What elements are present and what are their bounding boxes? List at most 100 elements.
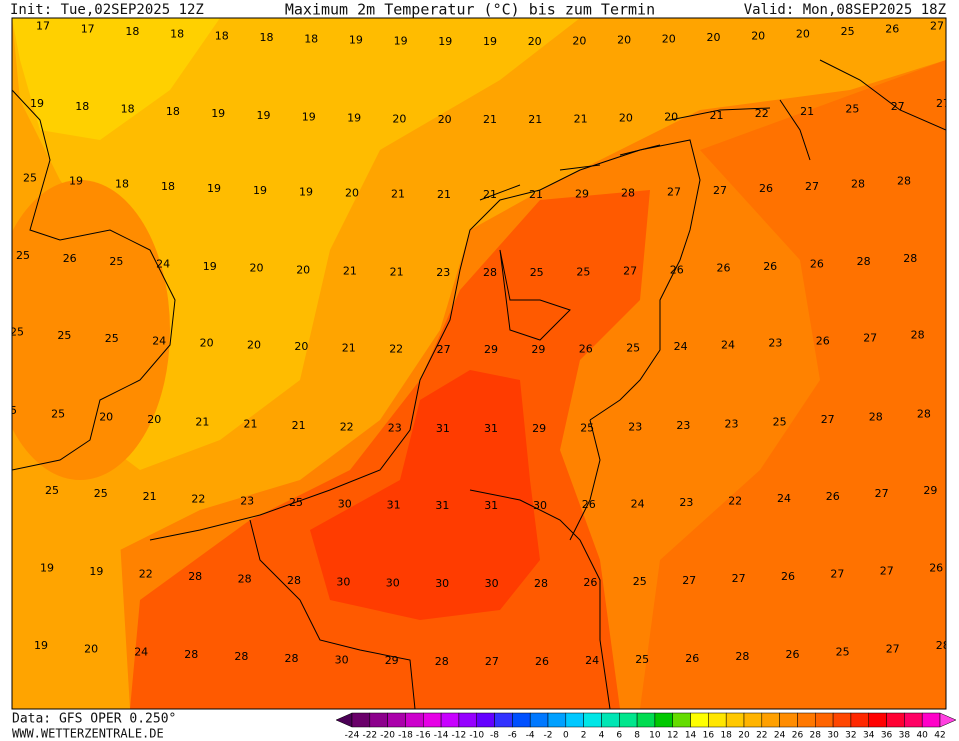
temperature-label: 28 <box>287 574 301 587</box>
temperature-label: 20 <box>796 27 810 40</box>
temperature-label: 20 <box>707 31 721 44</box>
temperature-label: 23 <box>388 421 402 434</box>
colorbar-label: 4 <box>599 731 605 741</box>
temperature-label: 21 <box>529 188 543 201</box>
temperature-label: 25 <box>3 404 17 417</box>
temperature-label: 27 <box>830 568 844 581</box>
temperature-label: 19 <box>203 260 217 273</box>
temperature-label: 27 <box>667 185 681 198</box>
temperature-label: 20 <box>392 112 406 125</box>
temperature-label: 26 <box>786 648 800 661</box>
temperature-label: 27 <box>805 180 819 193</box>
colorbar-box <box>547 712 567 728</box>
init-text: Init: Tue,02SEP2025 12Z <box>10 2 204 18</box>
colorbar-box <box>458 712 477 728</box>
colorbar-arrow <box>335 712 353 728</box>
temperature-label: 21 <box>143 490 157 503</box>
temperature-label: 22 <box>389 342 403 355</box>
data-source: Data: GFS OPER 0.250° <box>12 712 176 727</box>
temperature-label: 27 <box>485 655 499 668</box>
colorbar-box <box>850 712 869 728</box>
temperature-label: 25 <box>57 329 71 342</box>
temperature-label: 27 <box>437 343 451 356</box>
temperature-label: 19 <box>89 565 103 578</box>
temperature-label: 27 <box>891 100 905 113</box>
temperature-label: 24 <box>721 339 735 352</box>
temperature-label: 21 <box>244 418 258 431</box>
colorbar-label: -8 <box>490 731 499 741</box>
temperature-label: 20 <box>619 112 633 125</box>
temperature-label: 28 <box>534 577 548 590</box>
temperature-label: 24 <box>631 497 645 510</box>
temperature-label: 25 <box>845 103 859 116</box>
temperature-label: 28 <box>851 177 865 190</box>
temperature-label: 27 <box>623 264 637 277</box>
temperature-label: 27 <box>821 413 835 426</box>
temperature-label: 18 <box>215 29 229 42</box>
temperature-label: 22 <box>340 420 354 433</box>
temperature-label: 26 <box>810 258 824 271</box>
colorbar-label: -20 <box>380 731 395 741</box>
colorbar-box <box>797 712 816 728</box>
colorbar-box <box>512 712 531 728</box>
temperature-label: 31 <box>484 422 498 435</box>
temperature-label: 25 <box>105 332 119 345</box>
temperature-label: 21 <box>710 109 724 122</box>
temperature-label: 24 <box>585 654 599 667</box>
temperature-label: 25 <box>109 255 123 268</box>
colorbar-label: 10 <box>649 731 661 741</box>
temperature-label: 26 <box>826 490 840 503</box>
colorbar-label: 2 <box>581 731 587 741</box>
colorbar-box <box>601 712 620 728</box>
temperature-label: 29 <box>575 187 589 200</box>
temperature-label: 26 <box>63 252 77 265</box>
temperature-label: 20 <box>664 110 678 123</box>
temperature-label: 22 <box>191 492 205 505</box>
temperature-label: 28 <box>857 255 871 268</box>
temperature-label: 23 <box>240 494 254 507</box>
colorbar-box <box>529 712 549 728</box>
temperature-label: 19 <box>349 34 363 47</box>
temperature-label: 30 <box>435 577 449 590</box>
colorbar-label: -4 <box>526 731 535 741</box>
coastline <box>479 59 946 201</box>
temperature-label: 26 <box>816 334 830 347</box>
colorbar-box <box>369 712 388 728</box>
colorbar-box <box>654 712 673 728</box>
temperature-label: 20 <box>438 113 452 126</box>
colorbar-box <box>405 712 424 728</box>
temperature-label: 26 <box>717 262 731 275</box>
colorbar-label: 42 <box>934 731 945 741</box>
temperature-label: 18 <box>161 180 175 193</box>
temperature-label: 18 <box>75 100 89 113</box>
colorbar-box <box>387 712 406 728</box>
map-area: 17 17 18 18 18 18 18 19 19 19 19 20 20 20 20 20 20 20 25 26… <box>3 18 946 709</box>
temperature-label: 19 <box>30 97 44 110</box>
temperature-label: 31 <box>435 499 449 512</box>
temperature-label: 26 <box>535 655 549 668</box>
coastline <box>12 89 176 471</box>
temperature-label: 18 <box>260 31 274 44</box>
temperature-label: 21 <box>390 265 404 278</box>
colorbar-arrow <box>939 712 957 728</box>
field <box>310 370 540 620</box>
temperature-label: 19 <box>211 107 225 120</box>
colorbar-label: -22 <box>362 731 377 741</box>
colorbar-label: -16 <box>416 731 431 741</box>
temperature-label: 23 <box>768 337 782 350</box>
temperature-labels: 17 17 18 18 18 18 18 19 19 19 19 20 20 20 20 20 20 20 25 26… <box>3 19 946 668</box>
temperature-label: 26 <box>763 260 777 273</box>
temperature-label: 25 <box>23 171 37 184</box>
colorbar-label: 32 <box>845 731 856 741</box>
colorbar-label: 8 <box>634 731 640 741</box>
temperature-label: 19 <box>207 182 221 195</box>
temperature-label: 19 <box>40 562 54 575</box>
colorbar-label: -24 <box>345 731 360 741</box>
temperature-label: 26 <box>885 22 899 35</box>
temperature-label: 25 <box>635 653 649 666</box>
colorbar-box <box>636 712 656 728</box>
temperature-label: 27 <box>863 332 877 345</box>
temperature-label: 17 <box>81 22 95 35</box>
temperature-label: 24 <box>156 258 170 271</box>
